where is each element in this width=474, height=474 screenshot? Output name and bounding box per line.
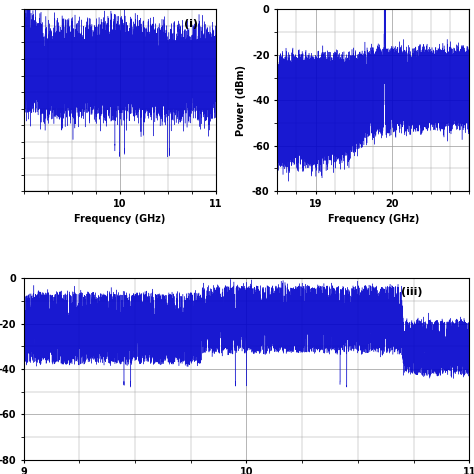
Text: (iii): (iii) (401, 287, 422, 297)
X-axis label: Frequency (GHz): Frequency (GHz) (74, 214, 165, 224)
X-axis label: Frequency (GHz): Frequency (GHz) (328, 214, 419, 224)
Y-axis label: Power (dBm): Power (dBm) (237, 65, 246, 136)
Text: (i): (i) (184, 18, 198, 28)
